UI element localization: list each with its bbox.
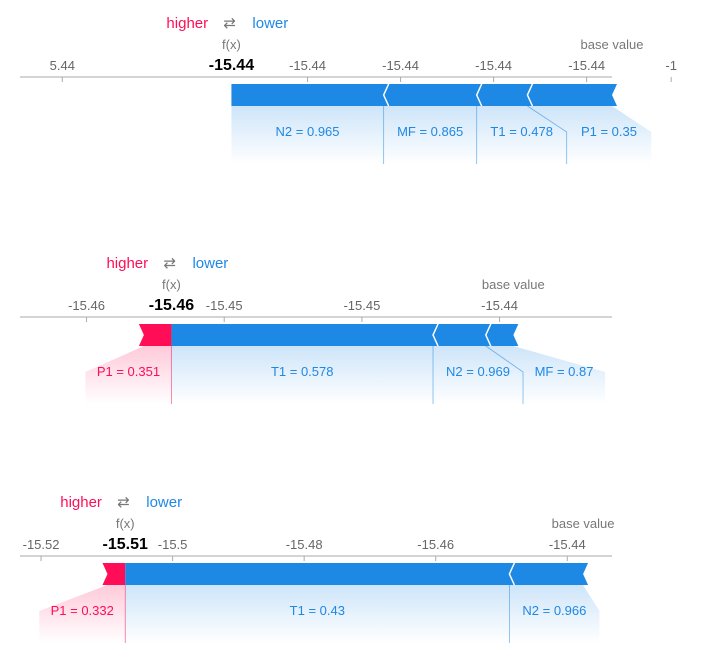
base-value-label: base value	[482, 277, 545, 292]
feature-label: MF = 0.865	[397, 124, 463, 139]
segment-separator	[475, 83, 483, 107]
x-tick-label: -15.5	[158, 537, 188, 552]
label-fan-lower	[125, 585, 510, 643]
feature-label: N2 = 0.965	[276, 124, 340, 139]
legend-lower: lower	[252, 15, 288, 32]
output-value: -15.44	[209, 57, 254, 74]
bar-segment-lower	[509, 563, 589, 585]
label-fan-lower	[383, 106, 477, 164]
label-connector	[527, 105, 568, 164]
legend-higher: higher	[166, 15, 208, 32]
feature-label: P1 = 0.35	[581, 124, 637, 139]
feature-label: T1 = 0.578	[271, 364, 334, 379]
bar-segment-lower	[171, 324, 439, 346]
x-tick-label: -15.44	[549, 537, 586, 552]
bar-segment-lower	[383, 84, 482, 106]
bar-segment-higher	[138, 324, 172, 346]
label-fan-lower	[171, 346, 434, 404]
feature-label: T1 = 0.478	[490, 124, 553, 139]
output-value-backdrop	[98, 533, 153, 553]
output-value-backdrop	[204, 54, 259, 74]
x-tick-label: -15.45	[206, 298, 243, 313]
legend-higher: higher	[106, 255, 148, 272]
label-fan-lower	[231, 106, 384, 164]
force-plot-2: higher ⇄ lower -15.46 -15.45 -15.45 -15.44 base…	[0, 240, 702, 404]
x-tick-label: -15.44	[568, 58, 605, 73]
label-fan-higher	[85, 346, 172, 404]
segment-separator	[382, 83, 390, 107]
bar-segment-lower	[231, 84, 389, 106]
feature-label: MF = 0.87	[535, 364, 594, 379]
x-tick-label: -15.44	[475, 58, 512, 73]
base-value-label: base value	[581, 37, 644, 52]
bar-segment-lower	[125, 563, 515, 585]
feature-label: T1 = 0.43	[290, 603, 345, 618]
feature-label: N2 = 0.969	[446, 364, 510, 379]
label-fan-lower	[527, 106, 652, 164]
x-tick-label: -15.46	[68, 298, 105, 313]
bar-segment-lower	[485, 324, 519, 346]
bar-segment-lower	[433, 324, 491, 346]
base-value-label: base value	[552, 516, 615, 531]
feature-label: N2 = 0.966	[522, 603, 586, 618]
legend-higher: higher	[60, 494, 102, 511]
fx-label: f(x)	[222, 37, 241, 52]
feature-label: P1 = 0.351	[97, 364, 160, 379]
force-plot-3: higher ⇄ lower -15.52 -15.5 -15.48 -15.46 -15.4…	[0, 479, 702, 643]
output-value-backdrop	[144, 294, 199, 314]
legend-arrow-icon: ⇄	[117, 494, 130, 511]
segment-separator	[508, 562, 516, 586]
bar-segment-lower	[476, 84, 533, 106]
output-value: -15.46	[149, 297, 194, 314]
segment-separator	[484, 323, 492, 347]
label-fan-lower	[433, 346, 524, 404]
x-tick-label: -15.48	[286, 537, 323, 552]
legend-lower: lower	[146, 494, 182, 511]
x-tick-label: -1	[665, 58, 677, 73]
fx-label: f(x)	[116, 516, 135, 531]
force-plot-1: higher ⇄ lower 5.44 -15.44 -15.44 -15.44 -15.44…	[0, 0, 702, 164]
label-fan-lower	[509, 585, 600, 643]
force-plot-svg: higher ⇄ lower 5.44 -15.44 -15.44 -15.44 -15.44…	[20, 15, 677, 164]
label-fan-lower	[485, 346, 606, 404]
x-tick-label: -15.52	[23, 537, 60, 552]
bar-segment-higher	[102, 563, 126, 585]
force-plot-svg: higher ⇄ lower -15.46 -15.45 -15.45 -15.44 base…	[20, 255, 612, 404]
fx-label: f(x)	[162, 277, 181, 292]
x-tick-label: -15.45	[343, 298, 380, 313]
label-connector	[485, 345, 524, 404]
segment-separator	[526, 83, 534, 107]
legend-arrow-icon: ⇄	[163, 255, 176, 272]
feature-label: P1 = 0.332	[51, 603, 114, 618]
legend-arrow-icon: ⇄	[223, 15, 236, 32]
legend-lower: lower	[192, 255, 228, 272]
x-tick-label: -15.46	[417, 537, 454, 552]
x-tick-label: -15.44	[481, 298, 518, 313]
label-fan-higher	[39, 585, 126, 643]
label-fan-lower	[476, 106, 567, 164]
x-tick-label: -15.44	[289, 58, 326, 73]
x-tick-label: -15.44	[382, 58, 419, 73]
x-tick-label: 5.44	[50, 58, 75, 73]
output-value: -15.51	[103, 536, 148, 553]
segment-separator	[432, 323, 439, 347]
bar-segment-lower	[527, 84, 617, 106]
force-plot-svg: higher ⇄ lower -15.52 -15.5 -15.48 -15.46 -15.4…	[20, 494, 615, 643]
